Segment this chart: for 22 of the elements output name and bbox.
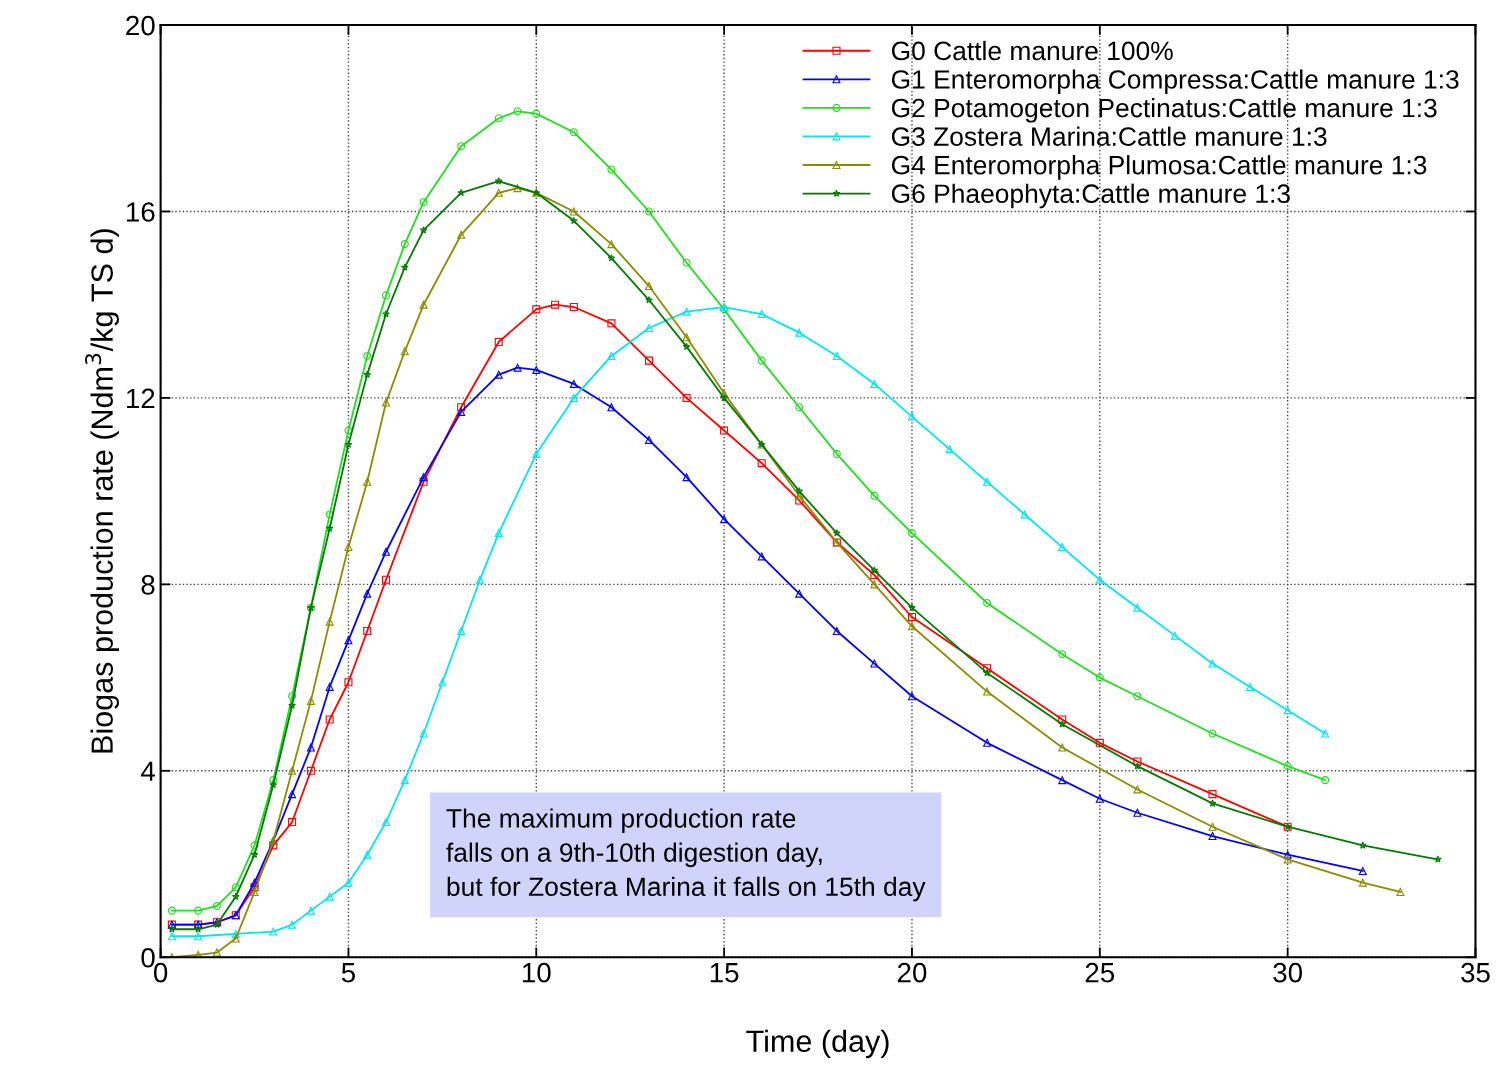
- legend-label: G0 Cattle manure 100%: [891, 40, 1173, 61]
- y-tick-label: 20: [126, 15, 155, 36]
- y-axis-title: Biogas production rate (Ndm$^{3}$/kg TS d): [85, 229, 119, 753]
- legend-label: G4 Enteromorpha Plumosa:Cattle manure 1:3: [891, 155, 1427, 180]
- x-axis-title: Time (day): [746, 1029, 889, 1059]
- x-tick-label: 15: [710, 963, 739, 983]
- legend-label: G2 Potamogeton Pectinatus:Cattle manure 1:3: [891, 98, 1437, 123]
- x-tick-label: 20: [897, 962, 927, 983]
- x-tick-label: 35: [1461, 962, 1490, 983]
- x-tick-label: 5: [341, 963, 356, 983]
- x-tick-label: 10: [522, 962, 551, 983]
- legend-label: G6 Phaeophyta:Cattle manure 1:3: [891, 183, 1290, 209]
- legend-label: G3 Zostera Marina:Cattle manure 1:3: [891, 126, 1327, 146]
- x-tick-label: 25: [1085, 962, 1115, 983]
- y-tick-label: 4: [140, 761, 155, 781]
- annotation: The maximum production rate falls on a 9th-10th digestion day, but for Zostera Marina it falls on 15th day: [446, 808, 926, 902]
- y-tick-label: 16: [126, 202, 155, 222]
- x-tick-label: 30: [1273, 962, 1303, 983]
- y-tick-label: 8: [141, 575, 155, 595]
- legend-label: G1 Enteromorpha Compressa:Cattle manure 1:3: [891, 69, 1459, 95]
- y-tick-label: 0: [141, 947, 155, 968]
- y-tick-label: 12: [126, 388, 155, 408]
